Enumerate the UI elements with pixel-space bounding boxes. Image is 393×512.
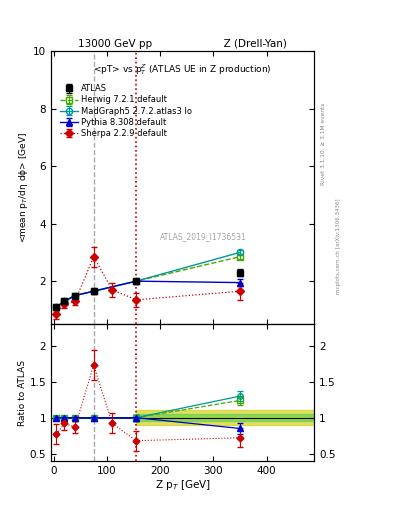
Text: ATLAS_2019_I1736531: ATLAS_2019_I1736531	[160, 232, 247, 241]
Text: mcplots.cern.ch [arXiv:1306.3436]: mcplots.cern.ch [arXiv:1306.3436]	[336, 198, 341, 293]
X-axis label: Z p$_T$ [GeV]: Z p$_T$ [GeV]	[155, 478, 211, 493]
Y-axis label: <mean p$_T$/dη dϕ> [GeV]: <mean p$_T$/dη dϕ> [GeV]	[17, 132, 30, 243]
Y-axis label: Ratio to ATLAS: Ratio to ATLAS	[18, 359, 27, 425]
Text: Rivet 3.1.10, ≥ 3.1M events: Rivet 3.1.10, ≥ 3.1M events	[320, 102, 325, 184]
Title: 13000 GeV pp                      Z (Drell-Yan): 13000 GeV pp Z (Drell-Yan)	[78, 39, 287, 49]
Text: <pT> vs p$_T^Z$ (ATLAS UE in Z production): <pT> vs p$_T^Z$ (ATLAS UE in Z productio…	[94, 62, 272, 77]
Legend: ATLAS, Herwig 7.2.1 default, MadGraph5 2.7.2.atlas3 lo, Pythia 8.308 default, Sh: ATLAS, Herwig 7.2.1 default, MadGraph5 2…	[58, 82, 194, 139]
